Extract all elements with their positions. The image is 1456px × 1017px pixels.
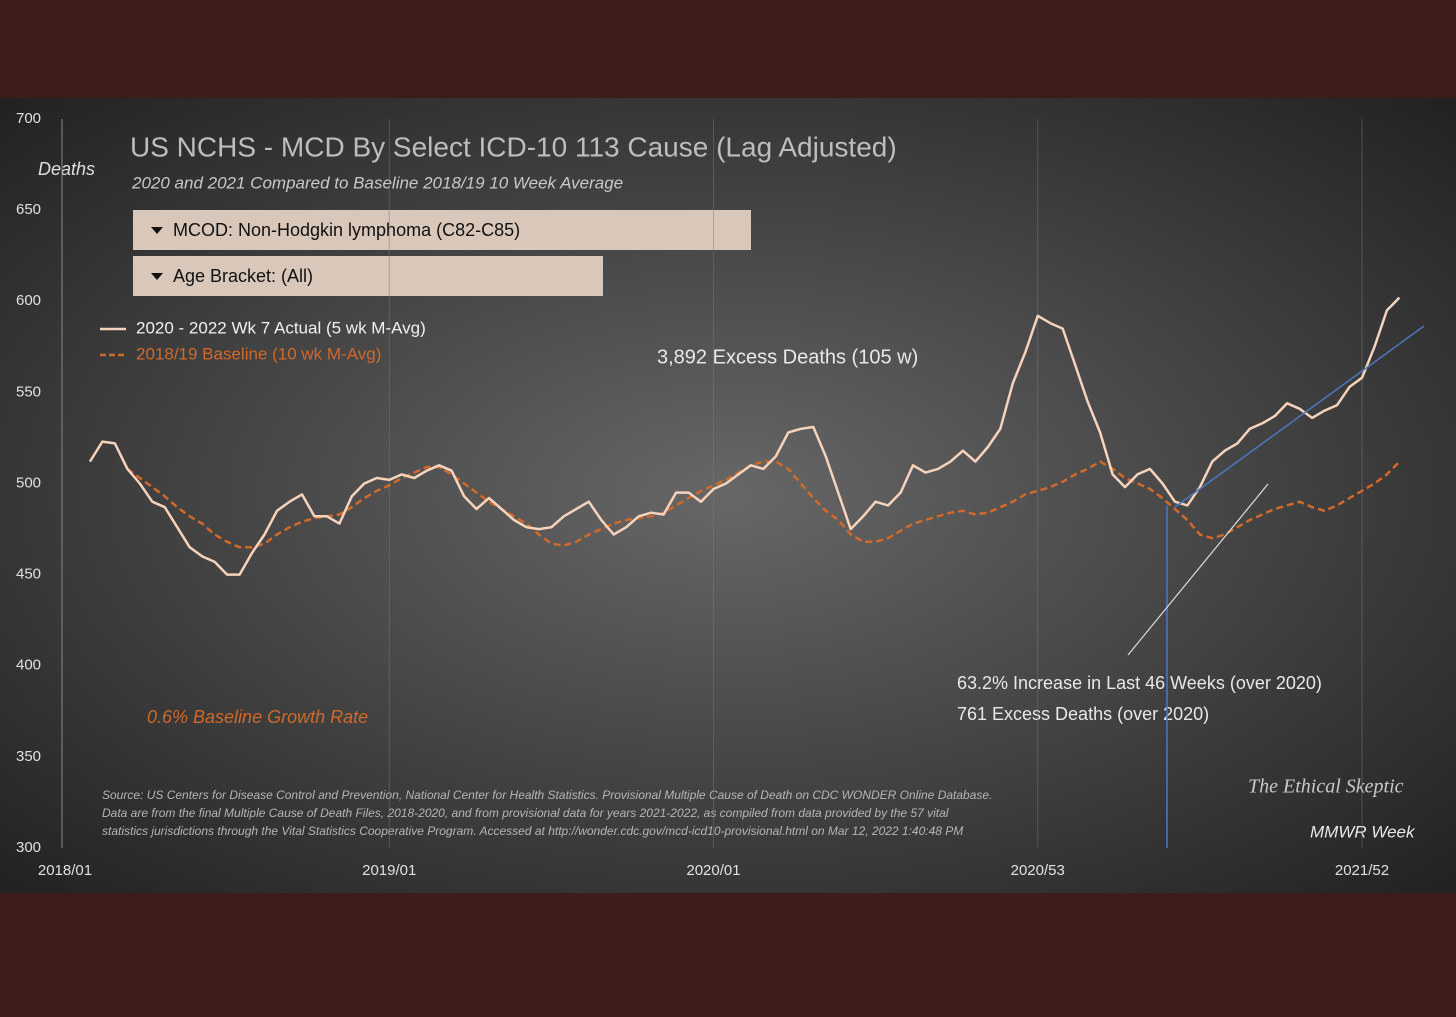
annotation: 63.2% Increase in Last 46 Weeks (over 20…	[957, 673, 1322, 693]
x-axis-label: MMWR Week	[1310, 822, 1416, 841]
trend-line	[1174, 325, 1425, 508]
y-tick-label: 350	[16, 748, 41, 765]
bottom-band	[0, 893, 1456, 1017]
legend-label: 2020 - 2022 Wk 7 Actual (5 wk M-Avg)	[136, 318, 426, 337]
annotation: 3,892 Excess Deaths (105 w)	[657, 346, 918, 368]
dropdown-arrow[interactable]	[151, 273, 163, 280]
x-tick-label: 2021/52	[1335, 862, 1389, 879]
source-line: Data are from the final Multiple Cause o…	[102, 806, 949, 820]
series-line	[88, 296, 1401, 576]
dropdown-label[interactable]: MCOD: Non-Hodgkin lymphoma (C82-C85)	[173, 220, 520, 240]
x-tick-label: 2018/01	[38, 862, 92, 879]
y-tick-label: 650	[16, 201, 41, 218]
dropdown-box[interactable]	[133, 210, 751, 250]
annotation: 761 Excess Deaths (over 2020)	[957, 704, 1209, 724]
annotation: 0.6% Baseline Growth Rate	[147, 707, 368, 727]
y-tick-label: 500	[16, 474, 41, 491]
y-tick-label: 700	[16, 110, 41, 127]
y-tick-label: 600	[16, 292, 41, 309]
source-line: statistics jurisdictions through the Vit…	[102, 824, 963, 838]
x-tick-label: 2019/01	[362, 862, 416, 879]
dropdown-label[interactable]: Age Bracket: (All)	[173, 266, 313, 286]
filter-dropdown[interactable]: MCOD: Non-Hodgkin lymphoma (C82-C85)	[133, 210, 751, 250]
x-tick-label: 2020/01	[686, 862, 740, 879]
filter-dropdown[interactable]: Age Bracket: (All)	[133, 256, 603, 296]
watermark: The Ethical Skeptic	[1248, 776, 1404, 798]
top-band	[0, 0, 1456, 98]
y-tick-label: 400	[16, 657, 41, 674]
chart-title: US NCHS - MCD By Select ICD-10 113 Cause…	[130, 131, 897, 162]
dropdown-arrow[interactable]	[151, 227, 163, 234]
subtitle: 2020 and 2021 Compared to Baseline 2018/…	[131, 173, 623, 192]
y-tick-label: 300	[16, 839, 41, 856]
y-axis-label: Deaths	[38, 159, 95, 179]
dropdown-box[interactable]	[133, 256, 603, 296]
x-tick-label: 2020/53	[1011, 862, 1065, 879]
y-tick-label: 550	[16, 383, 41, 400]
legend-label: 2018/19 Baseline (10 wk M-Avg)	[136, 344, 381, 363]
annotation-line	[1127, 483, 1269, 656]
y-tick-label: 450	[16, 566, 41, 583]
source-line: Source: US Centers for Disease Control a…	[102, 788, 992, 802]
series-line	[126, 460, 1401, 549]
